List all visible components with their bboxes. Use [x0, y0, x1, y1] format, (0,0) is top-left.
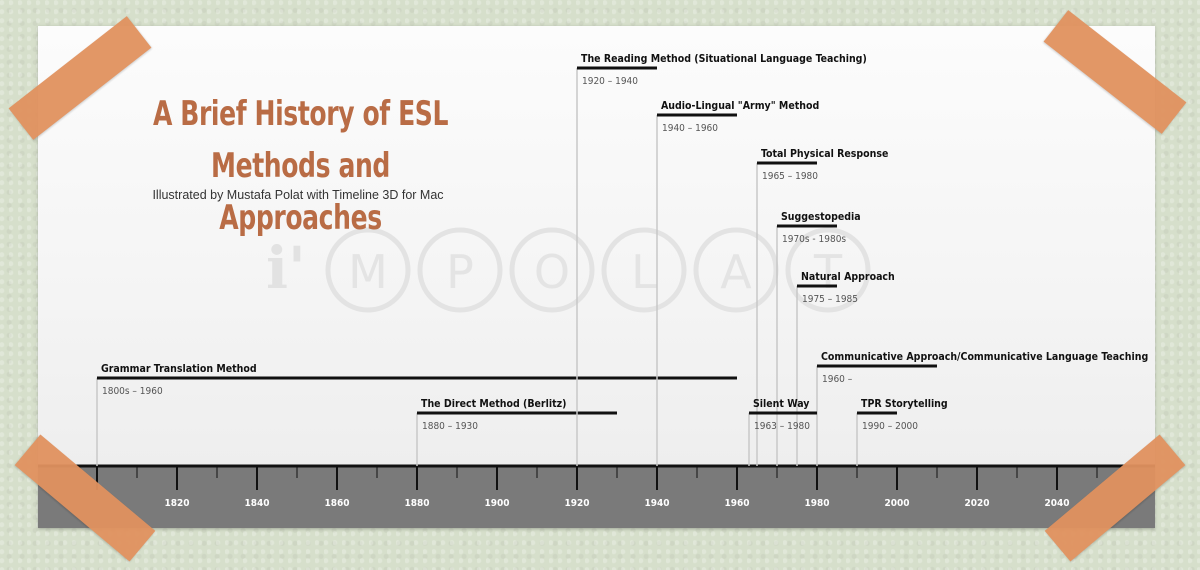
event-label: Audio-Lingual "Army" Method	[661, 100, 819, 112]
tick-label: 2040	[1044, 498, 1069, 509]
event-label: Suggestopedia	[781, 211, 861, 223]
tick-label: 1940	[644, 498, 669, 509]
timeline-chart: 1820 1840 1860 1880 1900 1920 1940 1960 1980 2000…	[38, 53, 1155, 528]
event-bar	[577, 66, 657, 70]
tick-label: 2000	[884, 498, 909, 509]
timeline-event[interactable]: Communicative Approach/Communicative Lan…	[816, 351, 1148, 466]
tick-label: 1960	[724, 498, 749, 509]
tick-label: 1880	[404, 498, 429, 509]
event-dates: 1940 – 1960	[662, 123, 718, 134]
timeline-event[interactable]: The Reading Method (Situational Language…	[576, 53, 867, 466]
event-bar	[817, 364, 937, 368]
timeline-event[interactable]: Silent Way 1963 – 1980	[748, 398, 817, 466]
tick-label: 1860	[324, 498, 349, 509]
event-bar	[777, 224, 837, 228]
event-bar	[97, 376, 737, 380]
event-label: Total Physical Response	[761, 148, 888, 160]
tick-label: 1980	[804, 498, 829, 509]
axis-band	[38, 466, 1155, 528]
tick-label: 1900	[484, 498, 509, 509]
tick-label: 2020	[964, 498, 989, 509]
event-dates: 1990 – 2000	[862, 421, 918, 432]
event-dates: 1880 – 1930	[422, 421, 478, 432]
timeline-event[interactable]: Total Physical Response 1965 – 1980	[756, 148, 888, 466]
event-label: The Direct Method (Berlitz)	[421, 398, 566, 410]
event-dates: 1975 – 1985	[802, 294, 858, 305]
event-dates: 1960 –	[822, 374, 853, 385]
event-bar	[749, 411, 817, 415]
timeline-event[interactable]: Audio-Lingual "Army" Method 1940 – 1960	[656, 100, 819, 466]
timeline-card: i' M P O L A T A Brief History of ESL Methods …	[38, 26, 1155, 528]
event-label: Communicative Approach/Communicative Lan…	[821, 351, 1148, 363]
page-subtitle: Illustrated by Mustafa Polat with Timeli…	[152, 188, 444, 202]
tick-label: 1840	[244, 498, 269, 509]
event-bar	[417, 411, 617, 415]
event-dates: 1965 – 1980	[762, 171, 818, 182]
event-bar	[757, 161, 817, 165]
timeline-event[interactable]: Grammar Translation Method 1800s – 1960	[96, 363, 737, 466]
event-label: The Reading Method (Situational Language…	[581, 53, 867, 65]
tick-label: 1920	[564, 498, 589, 509]
event-bar	[797, 284, 837, 288]
event-label: Silent Way	[753, 398, 809, 410]
timeline-event[interactable]: The Direct Method (Berlitz) 1880 – 1930	[416, 398, 617, 466]
event-dates: 1920 – 1940	[582, 76, 638, 87]
timeline-event[interactable]: Suggestopedia 1970s - 1980s	[776, 211, 861, 466]
tick-label: 1820	[164, 498, 189, 509]
timeline-event[interactable]: TPR Storytelling 1990 – 2000	[856, 398, 948, 466]
event-bar	[857, 411, 897, 415]
event-dates: 1963 – 1980	[754, 421, 810, 432]
event-label: Grammar Translation Method	[101, 363, 257, 375]
event-label: TPR Storytelling	[861, 398, 948, 410]
event-dates: 1800s – 1960	[102, 386, 163, 397]
page-title: A Brief History of ESL Methods and Appro…	[152, 94, 449, 238]
event-label: Natural Approach	[801, 271, 895, 283]
event-dates: 1970s - 1980s	[782, 234, 846, 245]
timeline-event[interactable]: Natural Approach 1975 – 1985	[796, 271, 895, 466]
event-bar	[657, 113, 737, 117]
